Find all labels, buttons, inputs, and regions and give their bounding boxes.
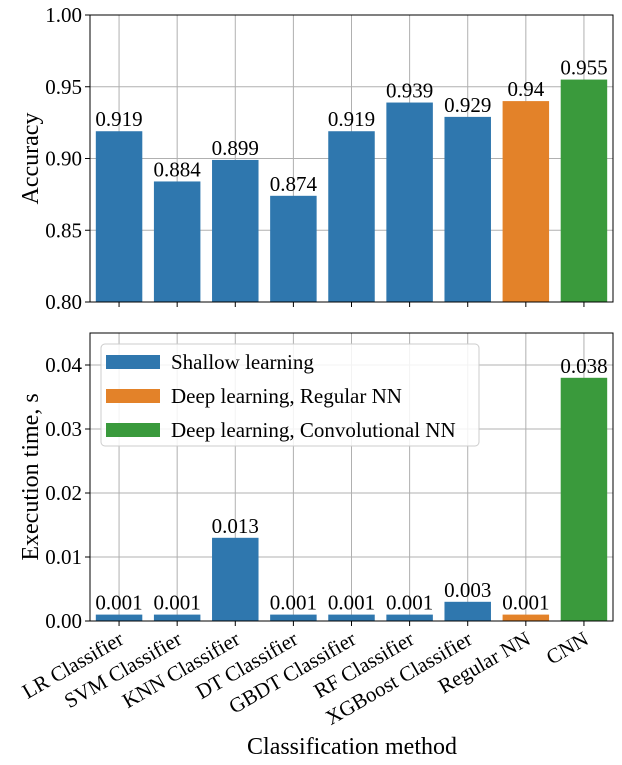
legend-swatch-shallow	[106, 355, 160, 369]
bar-value-label: 0.001	[270, 591, 317, 615]
bar-cnn	[560, 79, 608, 302]
legend-box	[100, 343, 480, 447]
y-tick-label: 0.03	[45, 417, 82, 441]
y-tick-label: 0.00	[45, 609, 82, 633]
bar-rf-classifier	[386, 614, 433, 621]
x-tick-label: CNN	[542, 627, 592, 670]
bar-svm-classifier	[153, 181, 201, 302]
legend-label: Deep learning, Convolutional NN	[171, 418, 456, 442]
bar-value-label: 0.919	[95, 107, 142, 131]
bar-value-label: 0.001	[328, 591, 375, 615]
bar-gbdt-classifier	[328, 614, 375, 621]
y-tick-label: 0.04	[45, 353, 82, 377]
y-axis: 0.80 0.85 0.90 0.95 1.00	[45, 3, 90, 314]
bar-value-label: 0.001	[95, 591, 142, 615]
bar-value-label: 0.013	[212, 514, 259, 538]
bar-cnn	[560, 377, 608, 621]
bar-value-label: 0.94	[507, 77, 544, 101]
bar-lr-classifier	[95, 614, 143, 621]
x-axis	[118, 302, 585, 307]
bar-value-label: 0.001	[386, 591, 433, 615]
bars: 0.001 0.001 0.013 0.001 0.001 0.001 0.003 0.001…	[95, 354, 608, 621]
bar-value-label: 0.899	[212, 136, 259, 160]
legend: Shallow learning Deep learning, Regular N…	[100, 343, 480, 447]
bar-value-label: 0.929	[444, 93, 491, 117]
y-axis: 0.00 0.01 0.02 0.03 0.04	[45, 353, 90, 633]
bar-value-label: 0.955	[560, 56, 607, 80]
y-tick-label: 0.95	[45, 75, 82, 99]
y-tick-label: 0.90	[45, 147, 82, 171]
y-axis-title: Execution time, s	[18, 393, 44, 560]
bar-regular-nn	[502, 101, 550, 302]
bar-rf-classifier	[386, 102, 433, 302]
bar-knn-classifier	[212, 537, 259, 621]
bar-gbdt-classifier	[328, 131, 375, 302]
bar-value-label: 0.003	[444, 578, 491, 602]
y-axis-title: Accuracy	[18, 113, 44, 205]
y-tick-label: 0.02	[45, 481, 82, 505]
bar-regular-nn	[502, 614, 550, 621]
legend-swatch-regular	[106, 389, 160, 403]
execution-time-chart: 0.001 0.001 0.013 0.001 0.001 0.001 0.003 0.001…	[18, 332, 614, 760]
bar-knn-classifier	[212, 159, 259, 302]
legend-label: Shallow learning	[171, 350, 314, 374]
bar-value-label: 0.884	[154, 157, 202, 181]
y-tick-label: 0.85	[45, 218, 82, 242]
accuracy-chart: 0.919 0.884 0.899 0.874 0.919 0.939 0.929 0.94 0…	[18, 3, 614, 314]
bar-xgboost-classifier	[444, 116, 491, 302]
bar-value-label: 0.874	[270, 172, 318, 196]
legend-label: Deep learning, Regular NN	[171, 384, 402, 408]
bar-value-label: 0.919	[328, 107, 375, 131]
bar-xgboost-classifier	[444, 601, 491, 621]
y-tick-label: 0.01	[45, 545, 82, 569]
x-axis-title: Classification method	[247, 734, 457, 760]
bar-dt-classifier	[270, 614, 317, 621]
bar-value-label: 0.001	[154, 591, 201, 615]
y-tick-label: 1.00	[45, 3, 82, 27]
bar-value-label: 0.001	[502, 591, 549, 615]
legend-swatch-cnn	[106, 423, 160, 437]
bar-value-label: 0.038	[560, 354, 607, 378]
bar-value-label: 0.939	[386, 79, 433, 103]
bar-lr-classifier	[95, 131, 143, 302]
bar-svm-classifier	[153, 614, 201, 621]
y-tick-label: 0.80	[45, 290, 82, 314]
bars: 0.919 0.884 0.899 0.874 0.919 0.939 0.929 0.94 0…	[95, 56, 608, 302]
bar-dt-classifier	[270, 195, 317, 302]
